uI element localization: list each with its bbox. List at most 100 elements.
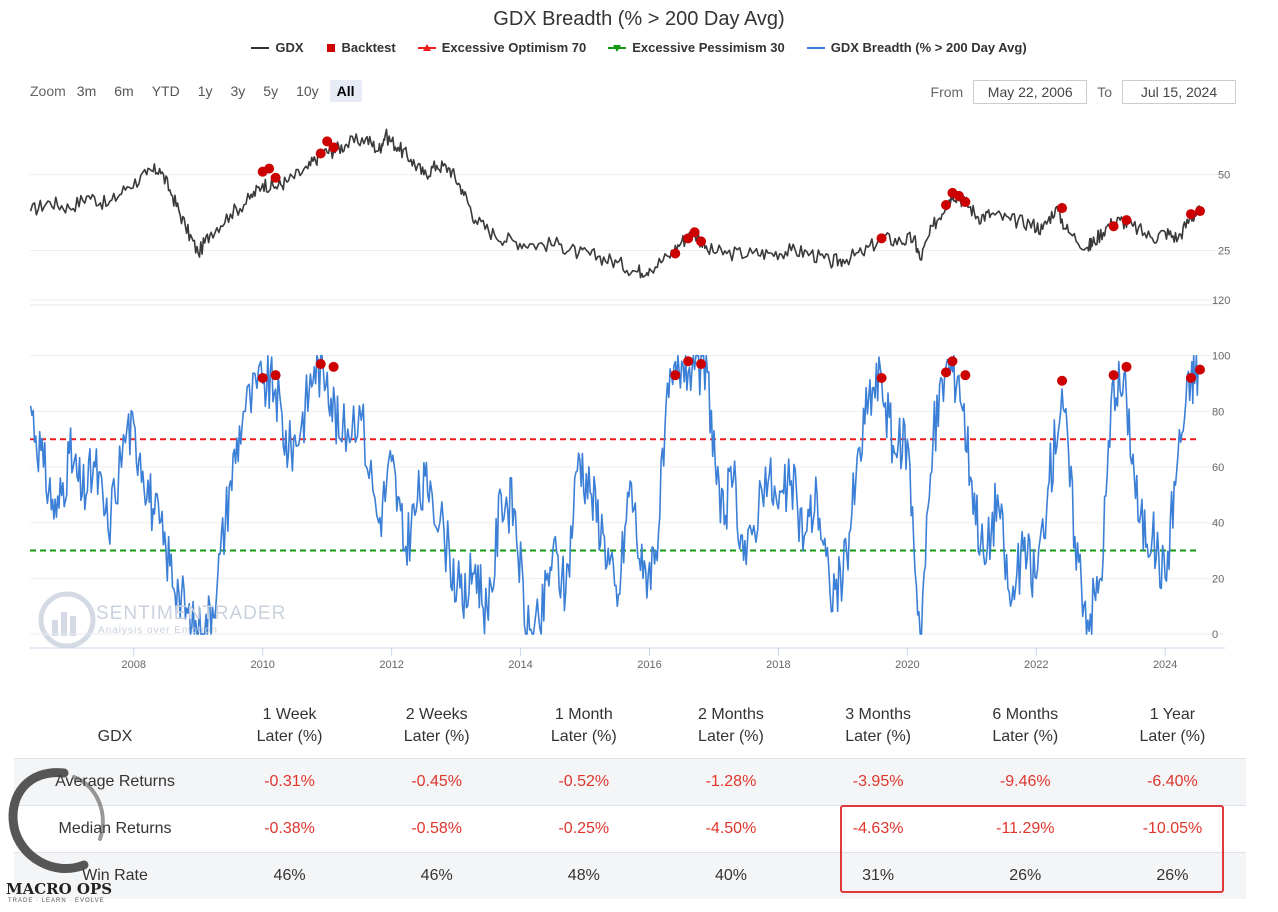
- table-header: 2 Weeks Later (%): [363, 700, 510, 759]
- table-corner: GDX: [97, 728, 133, 745]
- row-label: Win Rate: [14, 852, 216, 899]
- chart-title: GDX Breadth (% > 200 Day Avg): [493, 8, 785, 30]
- legend-label: Excessive Optimism 70: [441, 40, 587, 55]
- header-line: 2 Months: [698, 706, 764, 723]
- backtest-marker-top: [264, 163, 275, 174]
- legend-backtest[interactable]: Backtest: [326, 40, 396, 55]
- zoom-1y-button[interactable]: 1y: [197, 83, 213, 99]
- backtest-marker-top: [876, 233, 887, 244]
- legend-line-icon: [251, 46, 270, 49]
- table-header: 1 Month Later (%): [510, 700, 657, 759]
- zoom-ytd-button[interactable]: YTD: [151, 83, 180, 99]
- bottom-y-tick-label: 60: [1212, 462, 1224, 474]
- zoom-label: Zoom: [30, 83, 66, 99]
- bottom-y-tick-label: 40: [1212, 518, 1224, 530]
- backtest-marker-bottom: [670, 370, 681, 381]
- header-line: Later (%): [992, 728, 1059, 745]
- to-date-input[interactable]: Jul 15, 2024: [1122, 80, 1236, 104]
- x-tick-label: 2012: [379, 659, 403, 671]
- backtest-marker-top: [960, 196, 971, 207]
- table-header-row: GDX 1 Week Later (%) 2 Weeks Later (%) 1 M…: [14, 700, 1246, 759]
- backtest-marker-top: [270, 172, 281, 183]
- macro-ops-logo-icon: [8, 768, 105, 873]
- header-line: 1 Week: [262, 706, 317, 723]
- legend-triangle-down-icon: [608, 44, 627, 52]
- legend-gdx-breadth[interactable]: GDX Breadth (% > 200 Day Avg): [806, 40, 1027, 55]
- x-tick-label: 2014: [508, 659, 532, 671]
- bottom-y-tick-label: 20: [1212, 573, 1224, 585]
- zoom-10y-button[interactable]: 10y: [296, 83, 319, 99]
- legend-excessive-optimism[interactable]: Excessive Optimism 70: [417, 40, 587, 55]
- header-line: Later (%): [550, 728, 617, 745]
- backtest-marker-bottom: [1057, 375, 1068, 386]
- watermark-bar-icon: [61, 612, 67, 636]
- zoom-6m-button[interactable]: 6m: [114, 83, 134, 99]
- backtest-marker-top: [1195, 206, 1205, 217]
- backtest-marker-bottom: [960, 370, 971, 381]
- backtest-marker-bottom: [1121, 361, 1132, 372]
- zoom-3y-button[interactable]: 3y: [230, 83, 246, 99]
- legend-excessive-pessimism[interactable]: Excessive Pessimism 30: [608, 40, 785, 55]
- x-tick-label: 2018: [766, 659, 790, 671]
- legend-square-icon: [326, 43, 335, 52]
- backtest-marker-top: [941, 200, 952, 210]
- zoom-5y-button[interactable]: 5y: [263, 83, 279, 99]
- header-line: Later (%): [1139, 728, 1206, 745]
- top-y-tick-label: 50: [1218, 170, 1230, 182]
- header-line: Later (%): [256, 728, 323, 745]
- table-cell: 48%: [510, 852, 658, 899]
- gdx-breadth-line: [29, 354, 1201, 635]
- zoom-selector: Zoom 3m 6m YTD 1y 3y 5y 10y All: [30, 80, 362, 102]
- backtest-marker-bottom: [328, 361, 339, 372]
- x-tick-label: 2024: [1153, 659, 1177, 671]
- table-cell: -4.50%: [657, 805, 805, 853]
- to-label: To: [1097, 84, 1112, 100]
- legend-triangle-icon: [417, 43, 436, 51]
- backtest-marker-top: [1057, 203, 1068, 214]
- highlight-box: [840, 805, 1224, 893]
- chart-legend: GDX Backtest Excessive Optimism 70 Exces…: [0, 40, 1278, 55]
- table-cell: -11.29%: [951, 805, 1099, 853]
- from-label: From: [930, 84, 964, 100]
- backtest-marker-bottom: [876, 372, 887, 383]
- table-cell: -9.46%: [951, 758, 1099, 806]
- zoom-all-button[interactable]: All: [329, 80, 362, 102]
- backtest-marker-top: [1185, 209, 1196, 220]
- backtest-marker-bottom: [257, 372, 268, 383]
- bottom-y-tick-label: 120: [1212, 295, 1230, 307]
- backtest-marker-bottom: [683, 356, 694, 367]
- top-y-tick-label: 25: [1218, 245, 1230, 257]
- header-line: 2 Weeks: [405, 706, 468, 723]
- header-line: Later (%): [698, 728, 764, 745]
- table-cell: -0.25%: [510, 805, 658, 853]
- table-cell: -1.28%: [657, 758, 805, 806]
- bottom-y-tick-label: 0: [1212, 629, 1218, 641]
- x-tick-label: 2010: [250, 659, 274, 671]
- table-cell: 46%: [363, 852, 511, 899]
- table-cell: -0.45%: [363, 758, 511, 806]
- gdx-price-line: [29, 128, 1201, 279]
- backtest-marker-top: [953, 190, 964, 201]
- watermark-bar-icon: [70, 616, 76, 636]
- backtest-marker-bottom: [947, 356, 958, 367]
- watermark-tagline: Analysis over Emotion: [98, 625, 218, 636]
- from-date-input[interactable]: May 22, 2006: [973, 80, 1088, 104]
- legend-gdx[interactable]: GDX: [251, 40, 304, 55]
- table-cell: -6.40%: [1098, 758, 1246, 806]
- legend-line-icon: [806, 46, 825, 49]
- table-cell: -10.05%: [1098, 805, 1246, 853]
- zoom-3m-button[interactable]: 3m: [76, 83, 97, 99]
- legend-label: GDX: [275, 40, 304, 55]
- header-line: 6 Months: [992, 706, 1059, 723]
- x-tick-label: 2008: [122, 659, 146, 671]
- backtest-marker-bottom: [696, 359, 707, 370]
- backtest-marker-top: [1108, 221, 1119, 232]
- returns-table: GDX 1 Week Later (%) 2 Weeks Later (%) 1 M…: [14, 700, 1246, 899]
- table-row: Win Rate 46% 46% 48% 40% 31% 26% 26%: [14, 852, 1246, 899]
- bottom-y-tick-label: 100: [1212, 351, 1230, 363]
- table-cell: -0.58%: [363, 805, 511, 853]
- logo-tagline: TRADE · LEARN · EVOLVE: [8, 898, 105, 904]
- backtest-marker-bottom: [1108, 370, 1119, 381]
- header-line: 3 Months: [845, 706, 912, 723]
